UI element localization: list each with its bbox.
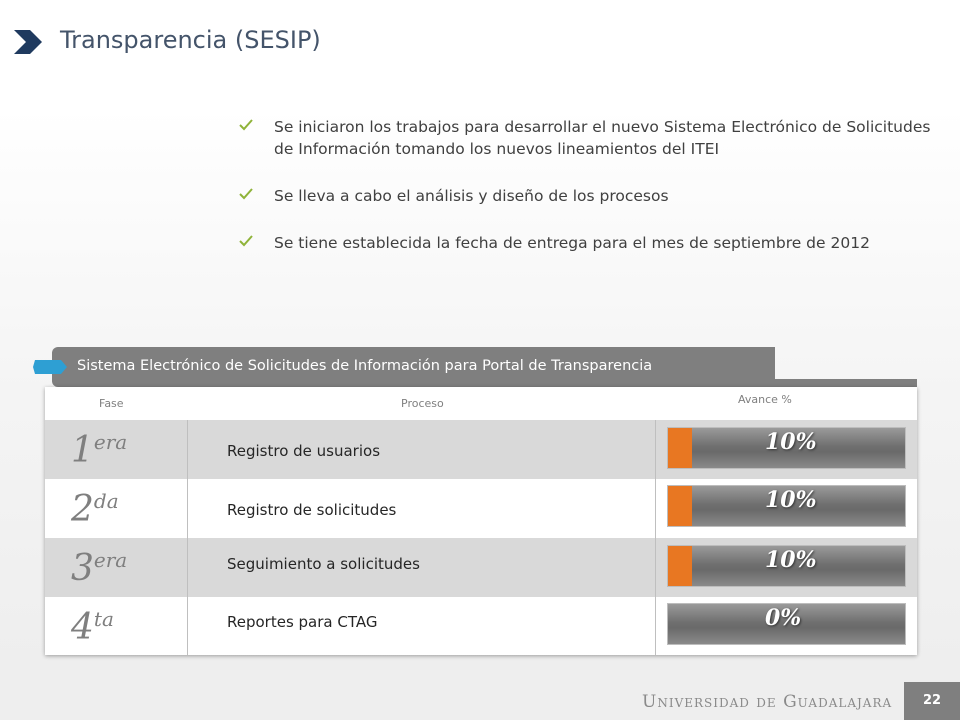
header-fase: Fase — [99, 397, 124, 410]
column-divider — [655, 420, 656, 655]
progress-value: 10% — [765, 429, 817, 455]
footer-bar — [0, 682, 960, 720]
bullet-item: Se iniciaron los trabajos para desarroll… — [238, 116, 938, 160]
fase-label: 3era — [71, 548, 128, 589]
section-banner: Sistema Electrónico de Solicitudes de In… — [52, 347, 775, 387]
banner-underline — [775, 379, 917, 387]
fase-label: 2da — [71, 489, 119, 530]
checkmark-icon — [239, 188, 253, 200]
tag-icon — [33, 360, 67, 374]
progress-fill — [668, 546, 692, 586]
table-row: 4ta Reportes para CTAG 0% — [45, 597, 917, 656]
header-avance: Avance % — [738, 393, 792, 406]
proceso-label: Registro de solicitudes — [227, 501, 397, 519]
fase-label: 4ta — [71, 607, 114, 648]
progress-fill — [668, 486, 692, 526]
progress-bar: 10% — [667, 545, 906, 587]
table-row: 2da Registro de solicitudes 10% — [45, 479, 917, 538]
proceso-label: Registro de usuarios — [227, 442, 381, 460]
bullet-text: Se iniciaron los trabajos para desarroll… — [274, 118, 931, 158]
header-proceso: Proceso — [401, 397, 444, 410]
bullet-item: Se lleva a cabo el análisis y diseño de … — [238, 185, 938, 207]
progress-bar: 10% — [667, 427, 906, 469]
column-divider — [187, 420, 188, 655]
bullet-item: Se tiene establecida la fecha de entrega… — [238, 232, 938, 254]
proceso-label: Seguimiento a solicitudes — [227, 555, 420, 573]
table-row: 3era Seguimiento a solicitudes 10% — [45, 538, 917, 597]
fase-label: 1era — [71, 430, 128, 471]
progress-table: Fase Proceso Avance % 1era Registro de u… — [45, 387, 917, 655]
page-title: Transparencia (SESIP) — [60, 26, 321, 54]
bullet-text: Se lleva a cabo el análisis y diseño de … — [274, 187, 669, 205]
progress-fill — [668, 428, 692, 468]
bullet-text: Se tiene establecida la fecha de entrega… — [274, 234, 870, 252]
progress-bar: 0% — [667, 603, 906, 645]
progress-value: 0% — [765, 605, 802, 631]
institution-name: Universidad de Guadalajara — [642, 692, 893, 712]
bullet-list: Se iniciaron los trabajos para desarroll… — [238, 116, 938, 254]
checkmark-icon — [239, 119, 253, 131]
progress-value: 10% — [765, 487, 817, 513]
progress-bar: 10% — [667, 485, 906, 527]
progress-value: 10% — [765, 547, 817, 573]
page-number-box: 22 — [904, 682, 960, 720]
chevron-right-icon — [14, 30, 42, 54]
proceso-label: Reportes para CTAG — [227, 613, 378, 631]
table-row: 1era Registro de usuarios 10% — [45, 420, 917, 479]
checkmark-icon — [239, 235, 253, 247]
page-number: 22 — [922, 693, 942, 708]
